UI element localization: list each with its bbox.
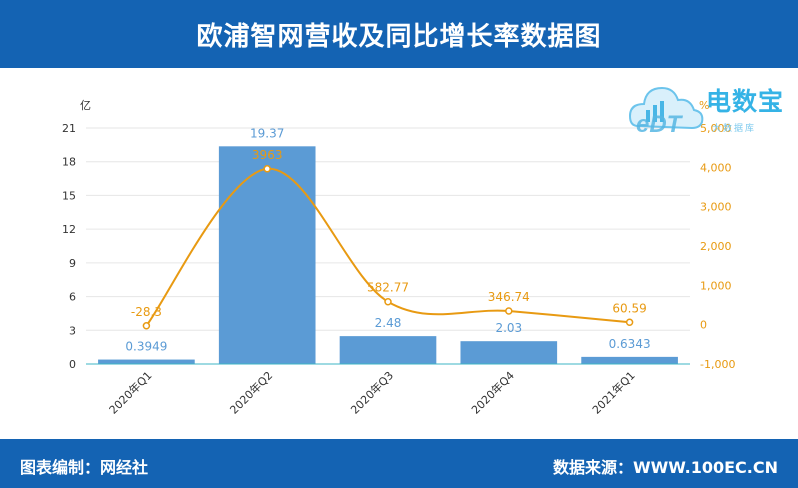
chart-title-bar: 欧浦智网营收及同比增长率数据图 xyxy=(0,0,798,68)
growth-rate-label: 582.77 xyxy=(367,281,409,295)
y-right-tick-label: 1,000 xyxy=(700,279,732,292)
growth-rate-label: 3963 xyxy=(252,148,283,162)
bar-value-label: 2.03 xyxy=(495,321,522,335)
x-tick-label: 2020年Q2 xyxy=(227,368,276,417)
y-right-unit: % xyxy=(699,99,709,112)
bar-value-label: 0.3949 xyxy=(125,340,167,354)
y-right-tick-label: -1,000 xyxy=(700,358,735,371)
bar xyxy=(581,356,678,364)
logo-mark: eDT xyxy=(636,111,684,138)
y-left-tick-label: 12 xyxy=(62,223,76,236)
bar xyxy=(460,341,558,364)
x-tick-label: 2021年Q1 xyxy=(589,368,638,417)
bar-value-label: 19.37 xyxy=(250,126,284,140)
bar-value-label: 2.48 xyxy=(375,316,402,330)
logo-subtitle: 大数据库 xyxy=(712,124,757,134)
footer-source: 数据来源：WWW.100EC.CN xyxy=(552,458,778,477)
chart: 0 3 6 9 12 15 18 21 -1,000 0 1,000 2,000 3,000 4,000 5… xyxy=(62,99,735,417)
y-left-tick-label: 15 xyxy=(62,189,76,202)
y-right-tick-label: 2,000 xyxy=(700,240,732,253)
y-left-tick-label: 21 xyxy=(62,122,76,135)
y-left-unit: 亿 xyxy=(80,99,91,112)
growth-rate-label: 60.59 xyxy=(612,301,646,315)
x-tick-label: 2020年Q4 xyxy=(468,368,517,417)
y-right-tick-label: 0 xyxy=(700,319,707,332)
chart-title: 欧浦智网营收及同比增长率数据图 xyxy=(196,21,602,52)
footer-credit: 图表编制：网经社 xyxy=(20,458,149,477)
x-tick-label: 2020年Q3 xyxy=(348,368,397,417)
y-left-tick-label: 0 xyxy=(69,358,76,371)
y-left-tick-label: 18 xyxy=(62,156,76,169)
y-right-tick-label: 5,000 xyxy=(700,122,732,135)
bar xyxy=(218,146,316,364)
growth-rate-label: -28.3 xyxy=(131,305,162,319)
growth-rate-point xyxy=(505,307,513,315)
x-tick-label: 2020年Q1 xyxy=(106,368,155,417)
growth-rate-point xyxy=(263,165,271,173)
edt-cloud-logo-icon: eDT xyxy=(628,86,704,138)
y-right-tick-label: 3,000 xyxy=(700,201,732,214)
y-left-tick-label: 6 xyxy=(69,291,76,304)
y-right-tick-label: 4,000 xyxy=(700,161,732,174)
bar xyxy=(98,359,195,364)
growth-rate-point xyxy=(142,322,151,330)
y-left-tick-label: 9 xyxy=(69,257,76,270)
y-left-tick-label: 3 xyxy=(69,324,76,337)
footer-bar: 图表编制：网经社 数据来源：WWW.100EC.CN xyxy=(0,439,798,488)
growth-rate-point xyxy=(625,318,634,327)
bar xyxy=(339,336,437,364)
bar-value-label: 0.6343 xyxy=(609,337,651,351)
logo-name: 电数宝 xyxy=(706,87,785,116)
growth-rate-point xyxy=(384,297,392,306)
growth-rate-line xyxy=(145,167,630,327)
growth-rate-label: 346.74 xyxy=(488,290,530,304)
